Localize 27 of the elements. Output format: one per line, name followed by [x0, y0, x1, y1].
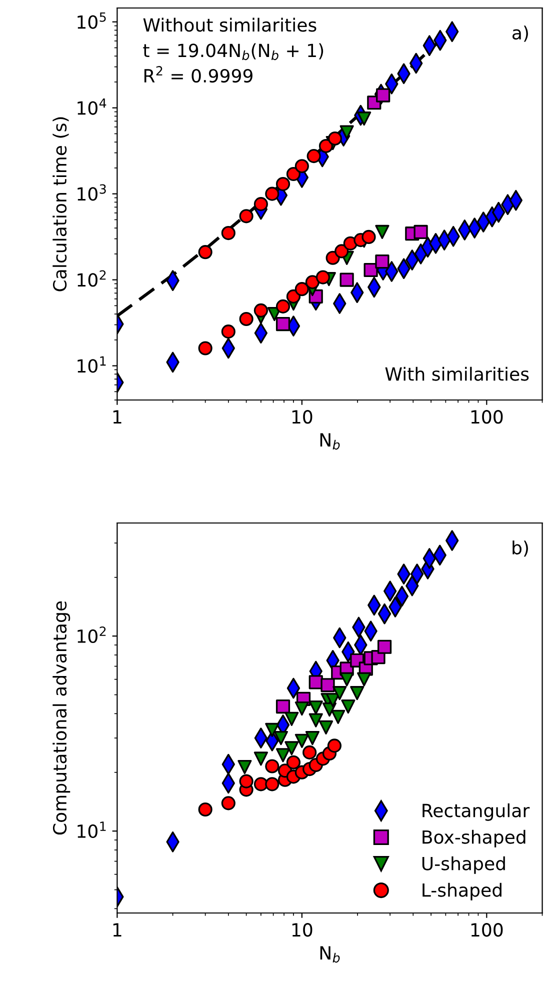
- y-tick-label: 10$^{1}$: [78, 356, 106, 373]
- legend-label: U-shaped: [422, 856, 505, 874]
- x-axis-title: N$_{b}$: [320, 433, 340, 450]
- annotation: a): [512, 26, 528, 42]
- y-axis-title: Calculation time (s): [52, 117, 69, 292]
- y-tick-label: 10$^{5}$: [78, 12, 106, 29]
- annotation: Without similarities: [143, 18, 316, 32]
- x-tick-label: 1: [113, 410, 122, 424]
- annotation: b): [512, 540, 528, 557]
- x-tick-label: 10: [292, 923, 312, 937]
- y-tick-label: 10$^{1}$: [78, 822, 106, 838]
- annotation: With similarities: [385, 366, 529, 381]
- x-tick-label: 10: [292, 410, 312, 424]
- x-axis-title: N$_{b}$: [320, 946, 340, 963]
- y-axis-title: Computational advantage: [52, 601, 70, 835]
- legend-label: L-shaped: [422, 882, 502, 900]
- x-tick-label: 100: [471, 410, 503, 424]
- y-tick-label: 10$^{3}$: [78, 184, 106, 201]
- legend-label: Box-shaped: [422, 830, 526, 848]
- x-tick-label: 100: [471, 923, 503, 937]
- y-tick-label: 10$^{2}$: [78, 270, 106, 287]
- y-tick-label: 10$^{4}$: [78, 98, 106, 115]
- x-tick-label: 1: [113, 923, 122, 936]
- annotation: R$^{2}$ = 0.9999: [144, 66, 252, 83]
- annotation: t = 19.04N$_{b}$(N$_{b}$ + 1): [143, 43, 324, 60]
- legend-label: Rectangular: [422, 803, 530, 821]
- y-tick-label: 10$^{2}$: [78, 626, 106, 644]
